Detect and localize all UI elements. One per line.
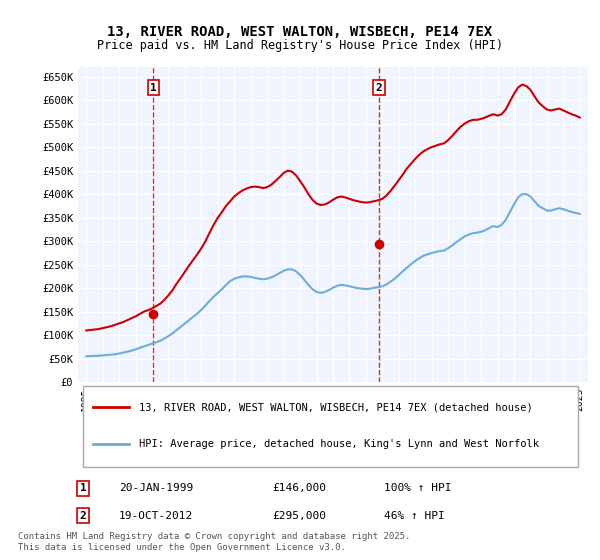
- FancyBboxPatch shape: [83, 386, 578, 467]
- Text: 1: 1: [80, 483, 86, 493]
- Text: 100% ↑ HPI: 100% ↑ HPI: [384, 483, 452, 493]
- Text: £295,000: £295,000: [272, 511, 326, 521]
- Text: Contains HM Land Registry data © Crown copyright and database right 2025.
This d: Contains HM Land Registry data © Crown c…: [18, 532, 410, 552]
- Text: 1: 1: [150, 83, 157, 92]
- Text: 2: 2: [80, 511, 86, 521]
- Text: 13, RIVER ROAD, WEST WALTON, WISBECH, PE14 7EX: 13, RIVER ROAD, WEST WALTON, WISBECH, PE…: [107, 25, 493, 39]
- Text: 19-OCT-2012: 19-OCT-2012: [119, 511, 193, 521]
- Text: 13, RIVER ROAD, WEST WALTON, WISBECH, PE14 7EX (detached house): 13, RIVER ROAD, WEST WALTON, WISBECH, PE…: [139, 402, 533, 412]
- Text: 20-JAN-1999: 20-JAN-1999: [119, 483, 193, 493]
- Text: £146,000: £146,000: [272, 483, 326, 493]
- Text: HPI: Average price, detached house, King's Lynn and West Norfolk: HPI: Average price, detached house, King…: [139, 439, 539, 449]
- Text: Price paid vs. HM Land Registry's House Price Index (HPI): Price paid vs. HM Land Registry's House …: [97, 39, 503, 52]
- Text: 46% ↑ HPI: 46% ↑ HPI: [384, 511, 445, 521]
- Text: 2: 2: [376, 83, 382, 92]
